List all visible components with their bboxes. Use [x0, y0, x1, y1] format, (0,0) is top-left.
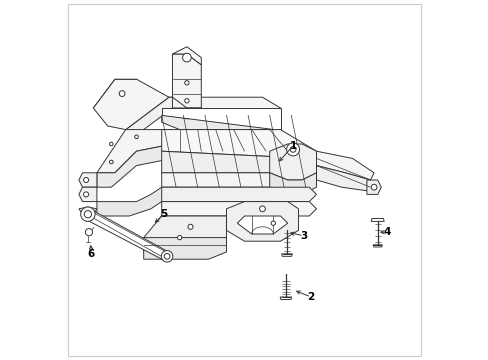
Polygon shape [162, 173, 316, 187]
Polygon shape [97, 144, 172, 187]
Polygon shape [143, 238, 226, 259]
Circle shape [81, 207, 95, 221]
Text: 6: 6 [88, 249, 95, 259]
Circle shape [184, 99, 189, 103]
Polygon shape [162, 108, 280, 130]
Circle shape [270, 221, 275, 225]
Circle shape [182, 53, 191, 62]
Circle shape [109, 160, 113, 164]
Circle shape [370, 184, 376, 190]
Circle shape [84, 211, 91, 218]
Circle shape [134, 135, 138, 139]
Polygon shape [162, 187, 316, 202]
Circle shape [109, 142, 113, 146]
Polygon shape [97, 180, 172, 216]
Polygon shape [143, 216, 226, 245]
Text: 1: 1 [289, 141, 296, 151]
Polygon shape [172, 54, 201, 108]
Polygon shape [93, 79, 168, 130]
Polygon shape [79, 207, 97, 221]
Polygon shape [172, 108, 201, 119]
Polygon shape [162, 151, 316, 173]
Polygon shape [143, 238, 162, 259]
Polygon shape [280, 297, 291, 300]
Polygon shape [79, 173, 97, 187]
Polygon shape [281, 254, 292, 256]
Circle shape [286, 143, 299, 156]
Polygon shape [226, 202, 298, 241]
Polygon shape [269, 144, 316, 180]
Polygon shape [79, 187, 97, 202]
Polygon shape [372, 245, 382, 247]
Polygon shape [125, 97, 172, 140]
Circle shape [161, 251, 172, 262]
Circle shape [177, 235, 182, 240]
Polygon shape [172, 47, 201, 65]
Polygon shape [370, 219, 384, 221]
Circle shape [289, 147, 295, 152]
Polygon shape [237, 216, 287, 234]
Polygon shape [162, 202, 316, 216]
Polygon shape [316, 151, 373, 180]
Text: 3: 3 [300, 231, 307, 241]
Text: 4: 4 [382, 227, 389, 237]
Polygon shape [162, 130, 316, 158]
Text: 2: 2 [307, 292, 314, 302]
Polygon shape [162, 108, 280, 130]
Polygon shape [162, 97, 280, 115]
Polygon shape [82, 209, 172, 261]
Polygon shape [269, 173, 316, 194]
Polygon shape [366, 180, 381, 194]
Circle shape [119, 91, 125, 96]
Circle shape [83, 177, 88, 183]
Circle shape [259, 206, 265, 212]
Circle shape [85, 229, 92, 236]
Text: 5: 5 [160, 209, 167, 219]
Circle shape [164, 253, 170, 259]
Polygon shape [316, 166, 370, 191]
Circle shape [187, 224, 193, 229]
Polygon shape [97, 130, 172, 173]
Circle shape [184, 81, 189, 85]
Circle shape [83, 192, 88, 197]
